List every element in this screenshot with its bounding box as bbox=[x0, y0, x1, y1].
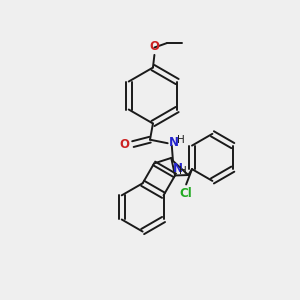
Text: N: N bbox=[173, 162, 183, 176]
Text: H: H bbox=[179, 166, 187, 176]
Text: N: N bbox=[169, 136, 179, 149]
Text: O: O bbox=[119, 138, 129, 151]
Text: H: H bbox=[176, 135, 184, 145]
Text: O: O bbox=[149, 40, 159, 53]
Text: Cl: Cl bbox=[180, 187, 193, 200]
